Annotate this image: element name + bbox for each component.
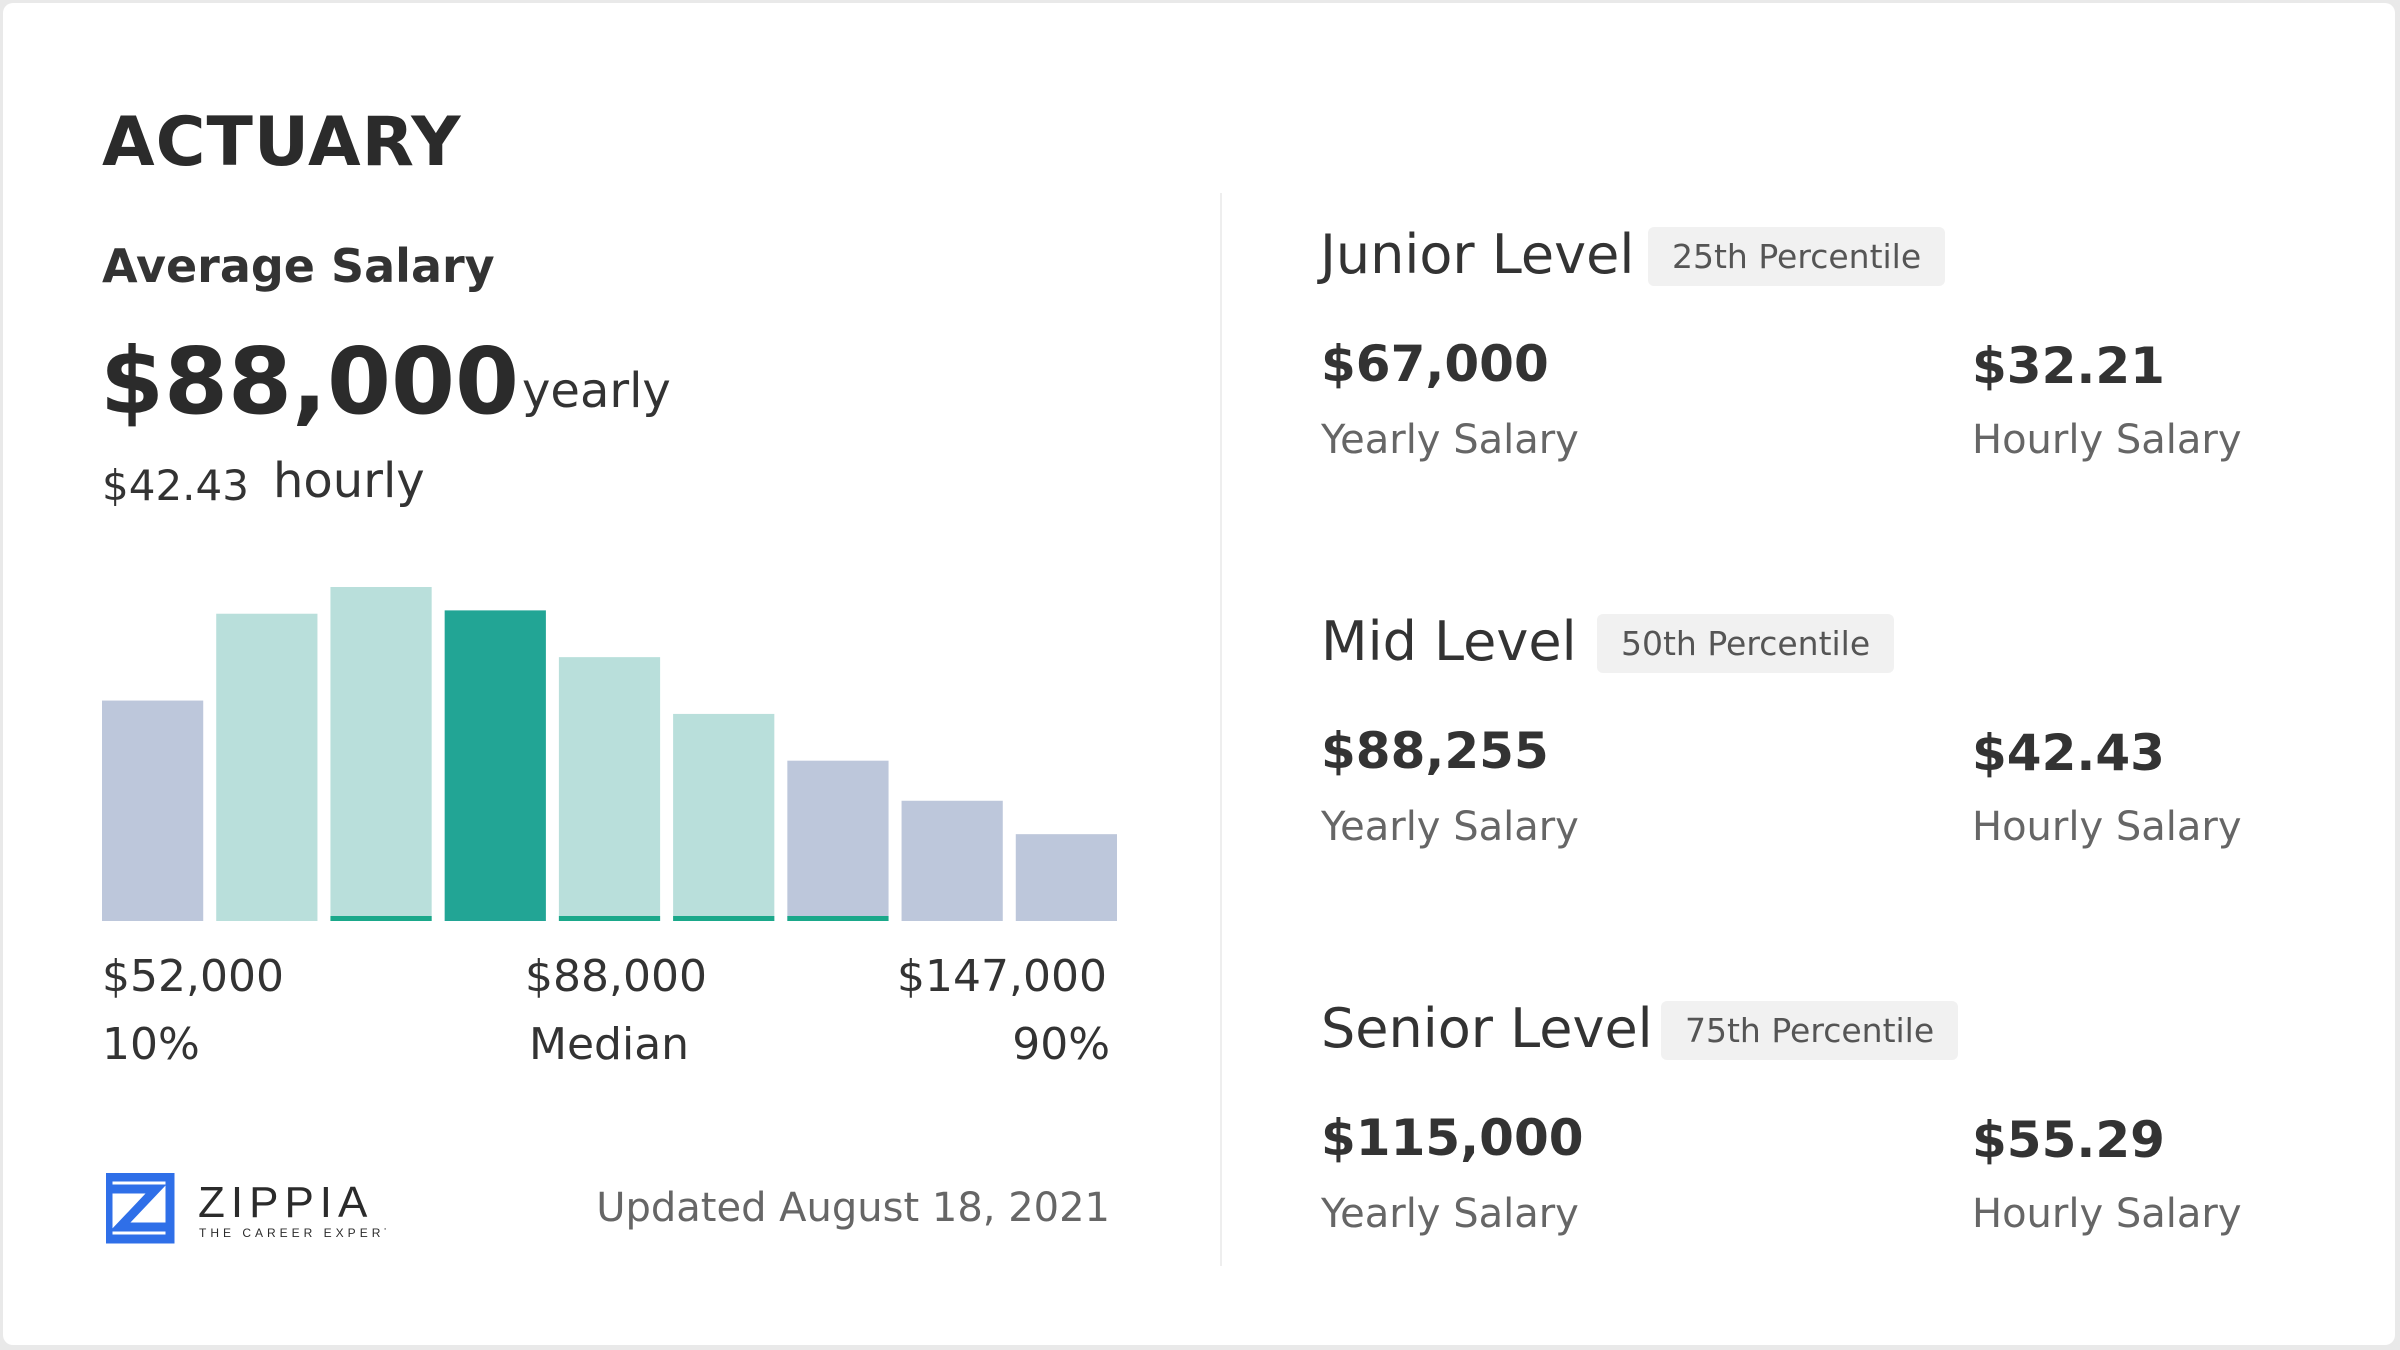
logo-wordmark: ZIPPIA (198, 1178, 373, 1227)
yearly-salary-value: $67,000 (1321, 335, 1549, 393)
histogram-bar (444, 610, 546, 921)
salary-card: ACTUARY Average Salary $88,000 yearly $4… (3, 3, 2395, 1345)
job-title: ACTUARY (102, 103, 462, 182)
yearly-salary-label: Yearly Salary (1321, 1191, 1579, 1237)
bar-underline (787, 916, 889, 921)
histogram-bar (216, 613, 318, 921)
hourly-salary-label: Hourly Salary (1972, 417, 2242, 463)
percentile-badge: 25th Percentile (1648, 227, 1946, 286)
hourly-salary-label: Hourly Salary (1972, 804, 2242, 850)
yearly-unit: yearly (522, 363, 671, 419)
yearly-salary-value: $88,255 (1321, 722, 1549, 780)
x-label-high: $147,000 (897, 951, 1107, 1002)
yearly-salary-label: Yearly Salary (1321, 804, 1579, 850)
level-name: Senior Level (1321, 997, 1653, 1060)
x-pct-high: 90% (1012, 1019, 1110, 1070)
hourly-salary-value: $42.43 (1972, 724, 2165, 782)
hourly-salary-label: Hourly Salary (1972, 1191, 2242, 1237)
hourly-salary-value: $32.21 (1972, 337, 2165, 395)
average-yearly-salary: $88,000 (100, 328, 520, 435)
yearly-salary-label: Yearly Salary (1321, 417, 1579, 463)
histogram-bar (102, 700, 204, 921)
histogram-bar (1015, 834, 1117, 921)
x-label-low: $52,000 (102, 951, 284, 1002)
level-name: Mid Level (1321, 610, 1577, 673)
histogram-bar (330, 587, 432, 921)
salary-distribution-chart (102, 587, 1117, 921)
divider (1220, 193, 1222, 1266)
hourly-salary-value: $55.29 (1972, 1111, 2165, 1169)
bar-underline (558, 916, 661, 921)
percentile-badge: 50th Percentile (1597, 614, 1895, 673)
average-hourly-salary: $42.43 (102, 461, 249, 510)
hourly-unit: hourly (273, 453, 425, 509)
logo-tagline: THE CAREER EXPERT (199, 1226, 386, 1240)
histogram-bar (787, 760, 889, 921)
percentile-badge: 75th Percentile (1661, 1001, 1959, 1060)
histogram-bar (673, 713, 775, 921)
x-label-mid: $88,000 (525, 951, 707, 1002)
histogram-bar (558, 657, 661, 921)
yearly-salary-value: $115,000 (1321, 1109, 1584, 1167)
bar-underline (330, 916, 432, 921)
zippia-logo-mark: ZIPPIA THE CAREER EXPERT (103, 1172, 391, 1244)
x-pct-mid: Median (529, 1019, 690, 1070)
updated-date: Updated August 18, 2021 (596, 1185, 1110, 1231)
x-pct-low: 10% (102, 1019, 200, 1070)
average-salary-label: Average Salary (102, 239, 495, 293)
bar-underline (673, 916, 775, 921)
histogram-bar (901, 800, 1003, 921)
zippia-logo[interactable]: ZIPPIA THE CAREER EXPERT (103, 1172, 391, 1249)
level-name: Junior Level (1320, 223, 1635, 286)
